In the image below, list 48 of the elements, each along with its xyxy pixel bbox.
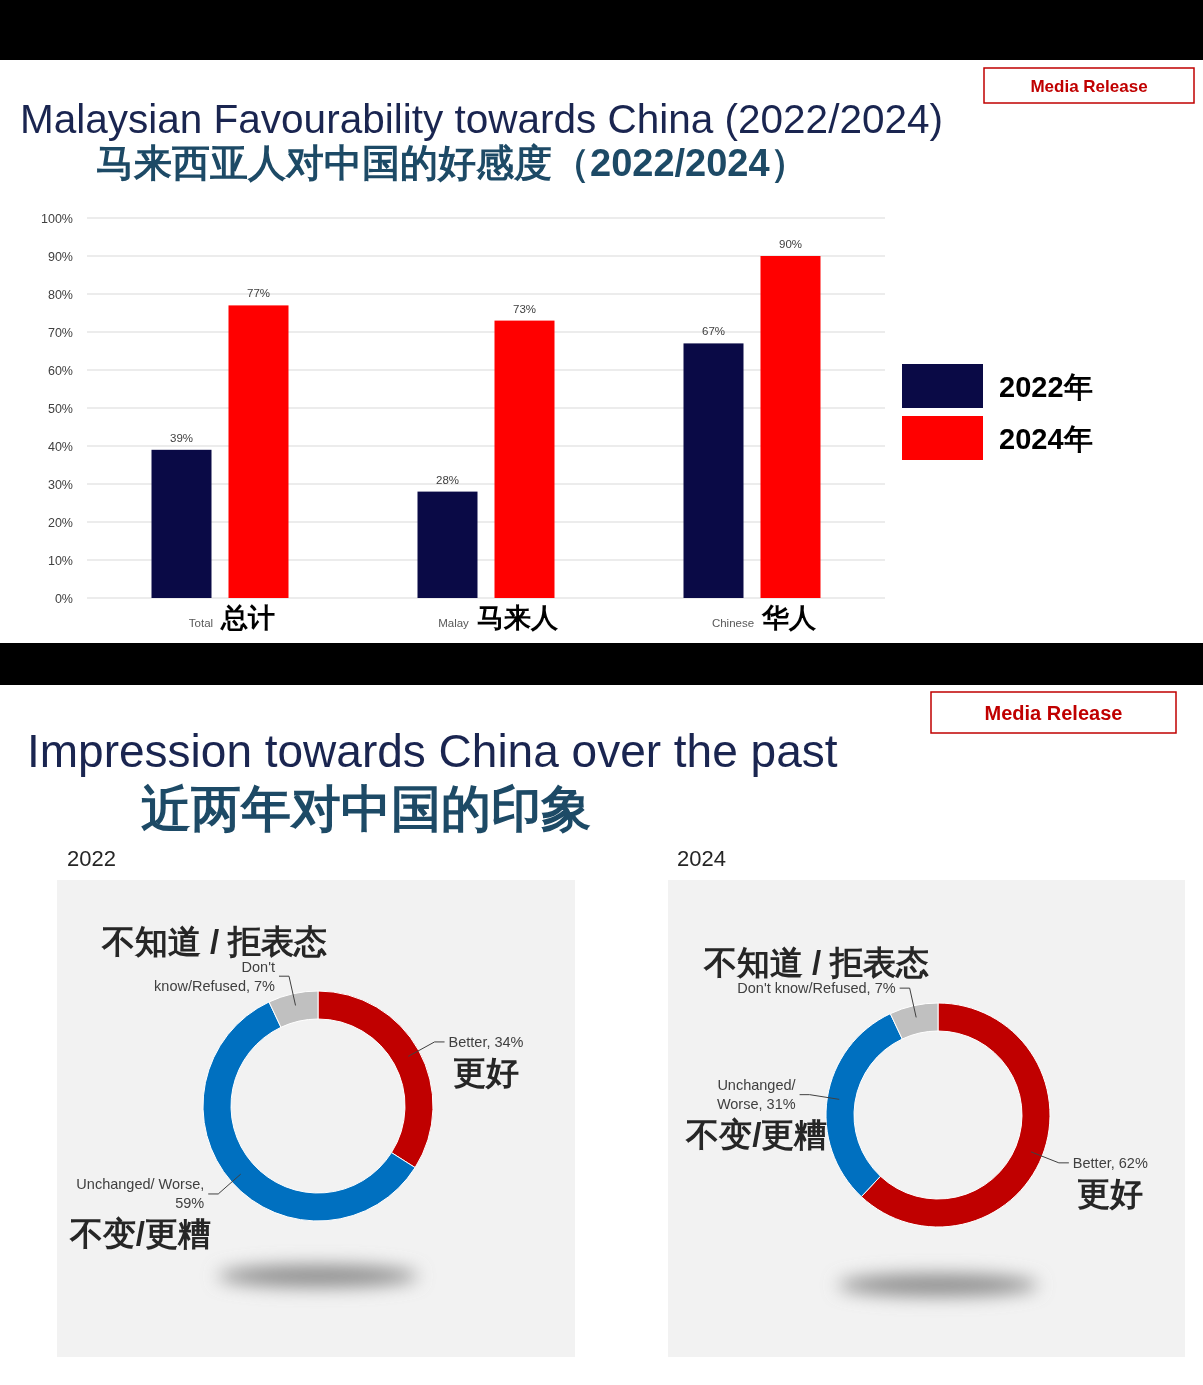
- data-label: Better, 34%: [448, 1033, 524, 1050]
- y-tick-label: 40%: [47, 439, 73, 454]
- slice-label: 不知道 / 拒表态: [100, 922, 328, 960]
- chart-subtitle: 马来西亚人对中国的好感度（2022/2024）: [96, 142, 808, 184]
- slice-label: 更好: [1077, 1174, 1144, 1212]
- data-label: 90%: [778, 238, 803, 250]
- y-tick-label: 90%: [47, 249, 73, 264]
- slice-label: 不变/更糟: [685, 1116, 828, 1154]
- y-tick-label: 50%: [47, 401, 73, 416]
- text: Media Release: [984, 701, 1123, 724]
- y-tick-label: 100%: [41, 211, 73, 226]
- slice-label: 不变/更糟: [68, 1215, 211, 1253]
- data-label: Better, 62%: [1072, 1154, 1148, 1171]
- data-label: 77%: [246, 287, 271, 300]
- text: Impression towards China over the past: [27, 725, 838, 777]
- text: 近两年对中国的印象: [141, 781, 591, 837]
- y-tick-label: 60%: [47, 363, 73, 378]
- chart-title: 2022: [67, 846, 116, 871]
- legend-label: 2022年: [999, 371, 1093, 403]
- bar: [151, 449, 212, 598]
- y-tick-label: 80%: [47, 287, 73, 302]
- data-label: 28%: [435, 473, 460, 486]
- y-tick-label: 30%: [47, 477, 73, 492]
- x-tick-label: Malay 马来人: [438, 603, 559, 633]
- y-tick-label: 70%: [47, 325, 73, 340]
- bar: [760, 256, 821, 598]
- chart-title: 2024: [677, 846, 726, 871]
- data-label: Unchanged/ Worse, 59%: [76, 1176, 205, 1212]
- data-label: Don't know/Refused, 7%: [737, 980, 896, 997]
- slice-label: 更好: [453, 1053, 520, 1091]
- x-tick-label: Chinese 华人: [711, 603, 818, 633]
- data-label: 67%: [701, 325, 726, 338]
- slice-label: 不知道 / 拒表态: [702, 944, 930, 982]
- bar: [228, 305, 289, 598]
- data-label: Don't know/Refused, 7%: [154, 958, 276, 994]
- bar: [417, 491, 478, 598]
- y-tick-label: 0%: [54, 591, 73, 606]
- data-label: 39%: [169, 431, 194, 444]
- chart-title: Malaysian Favourability towards China (2022/2024): [20, 96, 943, 142]
- x-tick-label: Total 总计: [188, 603, 276, 633]
- bar: [494, 320, 555, 598]
- legend-label: 2024年: [999, 423, 1093, 455]
- y-tick-label: 10%: [47, 553, 73, 568]
- data-label: 73%: [512, 302, 537, 315]
- data-label: Unchanged/ Worse, 31%: [716, 1077, 797, 1113]
- y-tick-label: 20%: [47, 515, 73, 530]
- text: Media Release: [1030, 76, 1148, 96]
- bar: [683, 343, 744, 598]
